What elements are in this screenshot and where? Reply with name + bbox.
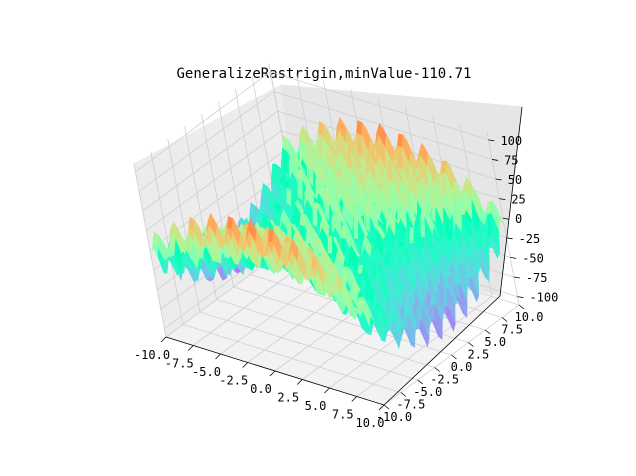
y-tick-mark	[485, 329, 491, 335]
y-axis-line	[383, 295, 501, 406]
x-tick-mark	[269, 370, 276, 377]
z-tick-mark	[499, 198, 506, 201]
x-tick-mark	[215, 353, 221, 360]
z-gridline	[138, 90, 493, 192]
z-tick-label: -25	[519, 232, 541, 246]
surface-patch	[431, 188, 436, 208]
x-tick-label: 5.0	[305, 399, 327, 413]
y-tick-mark	[518, 304, 525, 310]
y-tick-label: -2.5	[430, 373, 459, 387]
z-tick-mark	[488, 139, 495, 142]
x-tick-mark	[351, 396, 358, 402]
z-tick-mark	[492, 159, 499, 161]
surface-patch	[466, 256, 472, 279]
y-tick-mark	[434, 367, 440, 372]
x-tick-label: -5.0	[192, 365, 221, 379]
surface-patch	[297, 176, 304, 201]
z-tick-label: -50	[522, 251, 544, 265]
z-tick-label: 75	[504, 153, 518, 167]
surface-patch	[417, 303, 422, 322]
surface-patch	[371, 263, 376, 281]
x-tick-mark	[160, 336, 167, 343]
y-tick-label: -7.5	[396, 398, 425, 412]
surface-patch	[455, 267, 461, 285]
x-tick-label: -7.5	[165, 357, 194, 371]
surface-patch	[376, 189, 383, 211]
y-tick-label: 10.0	[515, 310, 544, 324]
x-tick-label: 2.5	[277, 391, 299, 405]
x-tick-mark	[296, 379, 303, 385]
y-tick-mark	[383, 404, 390, 410]
surface-plot	[151, 117, 505, 349]
x-tick-label: 0.0	[250, 382, 272, 396]
z-tick-mark	[510, 257, 517, 259]
x-tick-mark	[378, 404, 385, 411]
surface-patch	[335, 176, 342, 199]
surface-patch	[477, 228, 482, 250]
y-tick-label: -5.0	[413, 385, 442, 399]
y-tick-label: 7.5	[501, 323, 523, 337]
y-tick-mark	[468, 342, 474, 347]
surface-patch	[353, 219, 359, 240]
z-tick-label: 50	[508, 173, 522, 187]
y-tick-label: 0.0	[451, 360, 473, 374]
surface-patch	[327, 236, 333, 255]
surface-patch	[443, 286, 448, 307]
y-tick-label: 5.0	[484, 335, 506, 349]
surface-patch	[420, 216, 426, 238]
y-tick-label: -10.0	[376, 410, 412, 424]
x-tick-mark	[187, 345, 194, 351]
z-tick-mark	[517, 296, 524, 298]
surface-patch	[286, 187, 292, 207]
z-tick-label: -75	[526, 271, 548, 285]
axis-ticks: -10.0-7.5-5.0-2.50.02.55.07.510.0-10.0-7…	[134, 134, 558, 430]
y-tick-label: 2.5	[468, 348, 490, 362]
surface-patch	[346, 148, 352, 170]
x-tick-label: -10.0	[134, 348, 170, 362]
z-axis-line	[499, 106, 523, 297]
x-tick-label: 10.0	[356, 416, 385, 430]
y-gridline	[150, 151, 402, 393]
z-tick-label: 100	[500, 134, 522, 148]
chart-title: GeneralizeRastrigin,minValue-110.71	[176, 66, 471, 82]
z-tick-label: 0	[515, 212, 522, 226]
x-tick-label: 7.5	[332, 408, 354, 422]
x-tick-mark	[242, 362, 249, 368]
surface-patch	[342, 266, 348, 282]
y-tick-mark	[501, 317, 508, 322]
surface-patch	[388, 306, 394, 323]
z-tick-label: -100	[529, 291, 558, 305]
surface-patch	[397, 146, 403, 169]
surface-patch	[324, 187, 330, 206]
surface-patch	[365, 200, 371, 218]
y-tick-mark	[451, 354, 457, 360]
surface-patch	[397, 246, 402, 266]
z-tick-mark	[502, 217, 510, 220]
surface-patch	[308, 148, 314, 172]
surface-patch	[409, 227, 415, 244]
y-gridline	[184, 126, 435, 368]
z-tick-label: 25	[511, 193, 525, 207]
z-tick-mark	[506, 237, 513, 240]
surface-patch	[387, 161, 393, 182]
z-tick-mark	[513, 276, 520, 279]
y-tick-mark	[400, 392, 407, 397]
surface-patch	[312, 206, 318, 228]
x-tick-label: -2.5	[219, 374, 248, 388]
y-gridline	[167, 138, 418, 381]
z-gridline	[135, 71, 489, 173]
surface-patch	[361, 296, 371, 327]
z-tick-mark	[495, 178, 502, 181]
y-tick-mark	[417, 379, 423, 385]
x-tick-mark	[324, 387, 330, 394]
